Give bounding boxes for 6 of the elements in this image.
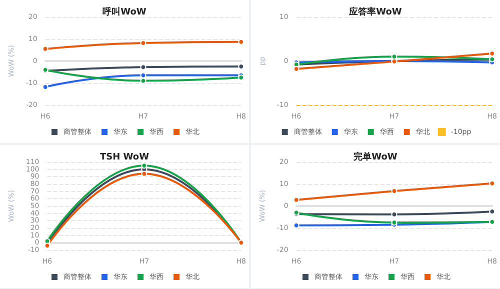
chart-title: 完单WoW [354,152,398,162]
point [141,170,148,177]
chart-title: 呼叫WoW [102,6,146,18]
chart-title: 应答率WoW [348,6,402,18]
chart-title: TSH WoW [100,152,150,162]
point [141,162,148,169]
